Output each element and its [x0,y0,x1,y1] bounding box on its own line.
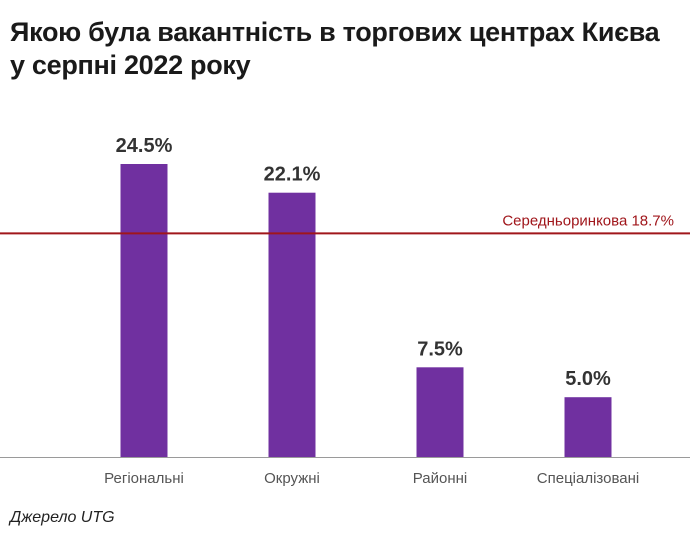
category-labels-group: Регіональні Окружні Районні Спеціалізовані [104,470,639,487]
chart-title-line-2: у серпні 2022 року [10,50,251,80]
bar-1 [120,164,168,457]
category-label-4: Спеціалізовані [537,470,639,487]
source-note: Джерело UTG [10,509,115,526]
category-label-2: Окружні [264,470,320,487]
bars-group [120,164,612,458]
value-labels-group: 24.5% 22.1% 7.5% 5.0% [116,135,611,390]
category-label-1: Регіональні [104,470,184,487]
chart-title: Якою була вакантність в торгових центрах… [10,16,680,82]
bar-4 [564,397,612,457]
bar-2 [268,192,316,458]
bar-value-label-1: 24.5% [116,135,173,157]
bar-3 [416,367,464,457]
category-label-3: Районні [413,470,467,487]
chart-title-line-1: Якою була вакантність в торгових центрах… [10,17,660,47]
bar-value-label-4: 5.0% [565,368,611,390]
bar-value-label-2: 22.1% [264,164,321,186]
average-reference-label: Середньоринкова 18.7% [502,212,674,229]
bar-value-label-3: 7.5% [417,338,463,360]
